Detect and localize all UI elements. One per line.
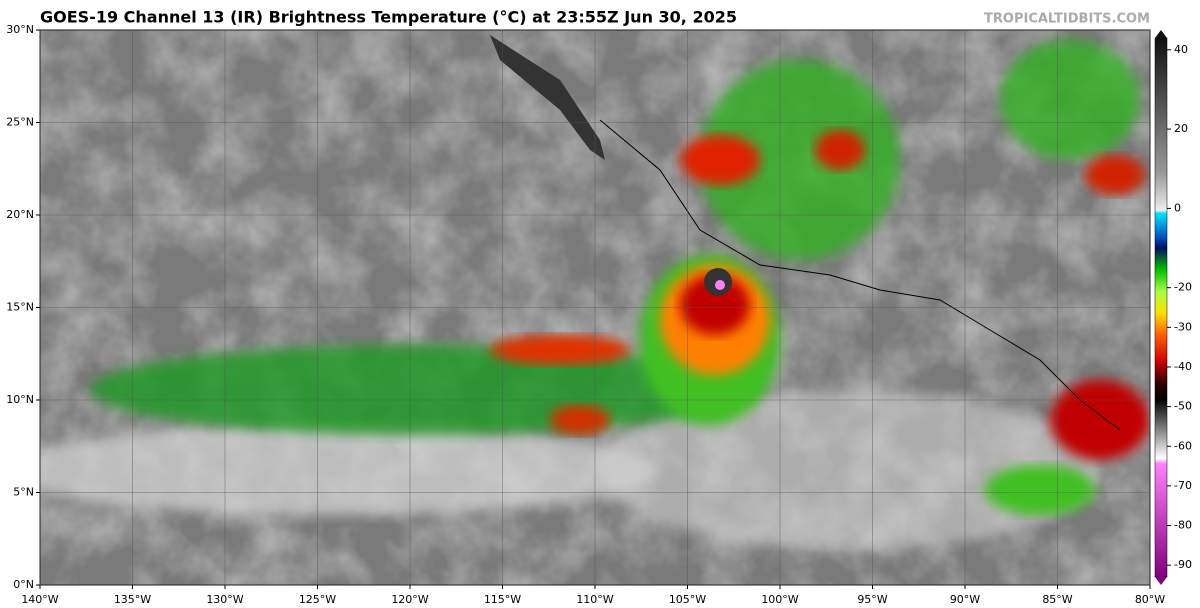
colorbar-label: -20 [1174, 281, 1192, 294]
lon-label: 90°W [950, 593, 980, 606]
lat-label: 20°N [6, 208, 34, 221]
lat-label: 5°N [13, 486, 34, 499]
colorbar-label: -50 [1174, 400, 1192, 413]
lat-label: 25°N [6, 116, 34, 129]
lon-label: 140°W [21, 593, 58, 606]
colorbar-label: 20 [1174, 122, 1188, 135]
lat-label: 10°N [6, 393, 34, 406]
lat-label: 15°N [6, 301, 34, 314]
lon-label: 115°W [484, 593, 521, 606]
colorbar-label: 0 [1174, 201, 1181, 214]
colorbar-label: 40 [1174, 43, 1188, 56]
colorbar-label: -60 [1174, 439, 1192, 452]
watermark: TROPICALTIDBITS.COM [984, 12, 1150, 27]
colorbar-label: -80 [1174, 519, 1192, 532]
lon-label: 100°W [761, 593, 798, 606]
lat-label: 30°N [6, 23, 34, 36]
lon-label: 120°W [391, 593, 428, 606]
colorbar-label: -40 [1174, 360, 1192, 373]
title: GOES-19 Channel 13 (IR) Brightness Tempe… [40, 8, 737, 27]
lon-label: 125°W [299, 593, 336, 606]
lon-label: 105°W [669, 593, 706, 606]
colorbar [1154, 37, 1168, 578]
lon-label: 80°W [1135, 593, 1165, 606]
colorbar-end [1155, 577, 1167, 585]
colorbar-label: -90 [1174, 558, 1192, 571]
colorbar-label: -70 [1174, 479, 1192, 492]
lon-label: 95°W [857, 593, 887, 606]
colorbar-label: -30 [1174, 320, 1192, 333]
lon-label: 85°W [1042, 593, 1072, 606]
lat-label: 0°N [13, 578, 34, 591]
lon-label: 135°W [114, 593, 151, 606]
colorbar-end [1155, 30, 1167, 38]
lon-label: 130°W [206, 593, 243, 606]
lon-label: 110°W [576, 593, 613, 606]
